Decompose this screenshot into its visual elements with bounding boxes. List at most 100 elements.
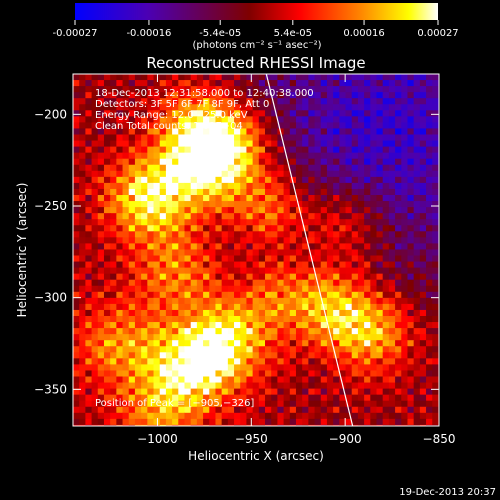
heatmap-cell <box>141 285 148 293</box>
heatmap-cell <box>258 146 266 154</box>
heatmap-cell <box>401 279 408 287</box>
heatmap-cell <box>97 285 105 293</box>
heatmap-cell <box>190 188 198 196</box>
heatmap-cell <box>147 376 155 384</box>
heatmap-cell <box>320 86 328 93</box>
heatmap-cell <box>357 388 365 396</box>
heatmap-cell <box>79 352 86 359</box>
heatmap-cell <box>395 370 402 378</box>
heatmap-cell <box>97 74 105 81</box>
heatmap-cell <box>364 334 371 341</box>
heatmap-cell <box>345 364 353 371</box>
heatmap-cell <box>246 116 254 123</box>
heatmap-cell <box>79 370 86 378</box>
heatmap-cell <box>110 255 117 263</box>
colorbar-tick-label: 0.00027 <box>417 28 458 39</box>
heatmap-cell <box>271 418 278 426</box>
heatmap-cell <box>165 309 173 317</box>
heatmap-cell <box>91 170 99 178</box>
heatmap-cell <box>110 86 117 93</box>
heatmap-cell <box>227 134 235 142</box>
heatmap-cell <box>240 225 247 232</box>
heatmap-cell <box>110 219 117 226</box>
heatmap-cell <box>357 86 365 93</box>
heatmap-cell <box>277 322 285 329</box>
heatmap-cell <box>246 424 254 426</box>
heatmap-cell <box>339 370 347 378</box>
heatmap-cell <box>134 231 142 238</box>
heatmap-cell <box>419 182 427 190</box>
heatmap-cell <box>172 316 179 323</box>
heatmap-cell <box>79 188 86 196</box>
heatmap-cell <box>271 424 278 426</box>
heatmap-cell <box>302 316 309 323</box>
heatmap-cell <box>283 255 291 263</box>
heatmap-cell <box>308 364 316 371</box>
heatmap-cell <box>116 316 124 323</box>
heatmap-cell <box>277 424 285 426</box>
heatmap-cell <box>128 255 136 263</box>
heatmap-cell <box>339 261 347 269</box>
heatmap-cell <box>172 328 179 335</box>
heatmap-cell <box>221 346 229 353</box>
heatmap-cell <box>370 92 378 99</box>
heatmap-cell <box>153 309 161 317</box>
heatmap-cell <box>227 376 235 384</box>
heatmap-cell <box>283 309 291 317</box>
heatmap-cell <box>419 98 427 105</box>
heatmap-cell <box>172 116 179 123</box>
heatmap-cell <box>122 74 130 81</box>
heatmap-cell <box>184 267 192 275</box>
heatmap-cell <box>209 388 216 396</box>
heatmap-cell <box>215 86 223 93</box>
heatmap-cell <box>147 152 155 160</box>
heatmap-cell <box>178 188 185 196</box>
heatmap-cell <box>426 213 433 220</box>
heatmap-cell <box>215 388 223 396</box>
heatmap-cell <box>357 243 365 250</box>
heatmap-cell <box>147 170 155 178</box>
heatmap-cell <box>345 394 353 402</box>
heatmap-cell <box>153 158 161 166</box>
heatmap-cell <box>432 291 439 299</box>
heatmap-cell <box>203 74 210 81</box>
heatmap-cell <box>339 328 347 335</box>
heatmap-cell <box>339 267 347 275</box>
heatmap-cell <box>73 424 80 426</box>
heatmap-cell <box>234 303 241 311</box>
heatmap-cell <box>252 255 260 263</box>
heatmap-cell <box>103 140 111 148</box>
heatmap-cell <box>203 285 210 293</box>
heatmap-cell <box>79 273 86 281</box>
heatmap-cell <box>165 128 173 136</box>
heatmap-cell <box>277 334 285 341</box>
heatmap-cell <box>339 86 347 93</box>
heatmap-cell <box>79 219 86 226</box>
heatmap-cell <box>326 164 334 172</box>
heatmap-cell <box>103 213 111 220</box>
heatmap-cell <box>153 231 161 238</box>
heatmap-cell <box>419 316 427 323</box>
heatmap-cell <box>419 334 427 341</box>
heatmap-cell <box>227 249 235 257</box>
heatmap-cell <box>190 128 198 136</box>
heatmap-cell <box>240 285 247 293</box>
heatmap-cell <box>141 358 148 365</box>
heatmap-cell <box>376 237 384 244</box>
heatmap-cell <box>227 158 235 166</box>
heatmap-cell <box>203 424 210 426</box>
heatmap-cell <box>258 134 266 142</box>
heatmap-cell <box>122 406 130 414</box>
heatmap-cell <box>196 261 204 269</box>
heatmap-cell <box>413 86 421 93</box>
heatmap-cell <box>103 382 111 390</box>
heatmap-cell <box>91 158 99 166</box>
heatmap-cell <box>283 146 291 154</box>
heatmap-cell <box>283 370 291 378</box>
heatmap-cell <box>295 195 303 202</box>
heatmap-cell <box>97 98 105 105</box>
heatmap-cell <box>227 170 235 178</box>
heatmap-cell <box>178 92 185 99</box>
heatmap-cell <box>419 400 427 408</box>
heatmap-cell <box>326 176 334 184</box>
